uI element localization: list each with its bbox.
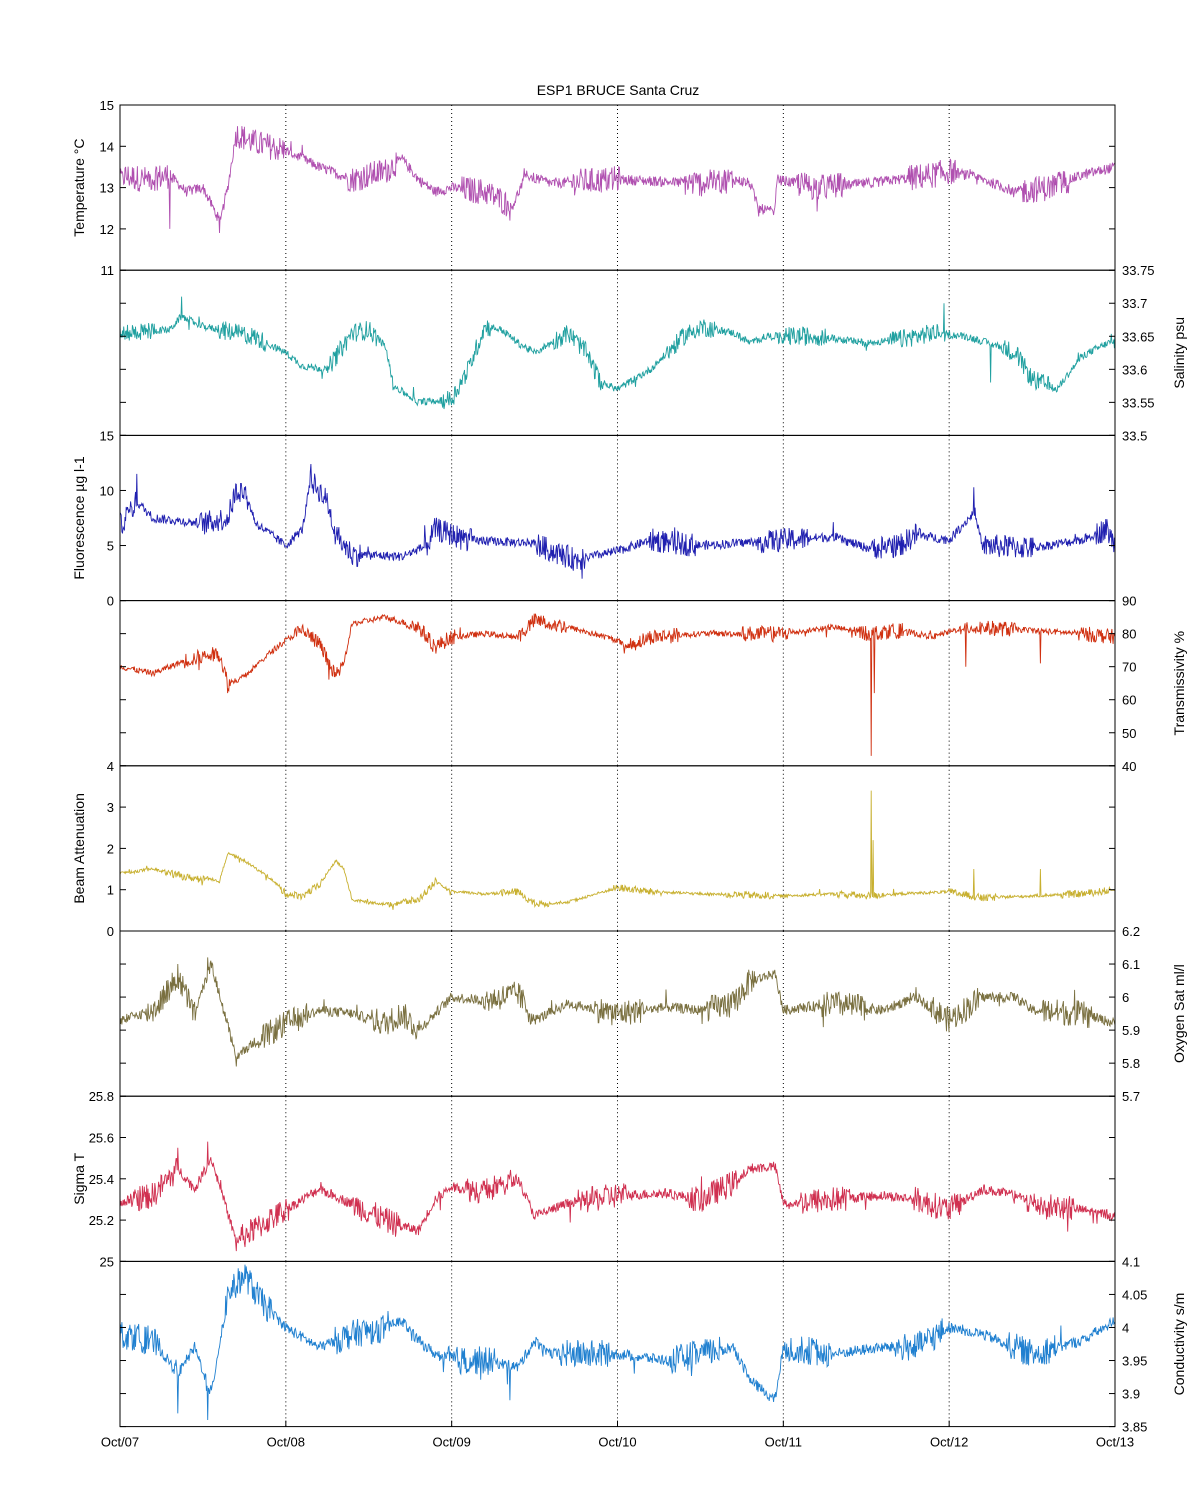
y-tick-label: 5.7 (1122, 1089, 1140, 1104)
y-tick-label: 4.1 (1122, 1254, 1140, 1269)
y-tick-label: 70 (1122, 660, 1136, 675)
y-axis-label: Sigma T (71, 1152, 87, 1204)
y-axis-label: Fluorescence µg l-1 (71, 456, 87, 579)
series-line-5 (120, 790, 1115, 910)
x-tick-label: Oct/13 (1096, 1435, 1134, 1450)
y-tick-label: 0 (107, 924, 114, 939)
y-tick-label: 5.8 (1122, 1056, 1140, 1071)
series-line-8 (120, 1264, 1115, 1421)
y-tick-label: 6.2 (1122, 924, 1140, 939)
x-tick-label: Oct/10 (598, 1435, 636, 1450)
panel-7: 25 25.2 25.4 25.6 25.8 Sigma T (71, 1089, 1116, 1269)
y-tick-label: 14 (100, 139, 114, 154)
y-tick-label: 25.6 (89, 1131, 114, 1146)
y-tick-label: 25.4 (89, 1172, 114, 1187)
y-tick-label: 33.55 (1122, 395, 1155, 410)
panel-2: 33.5 33.55 33.6 33.65 33.7 33.75 Salinity psu (119, 263, 1187, 443)
y-tick-label: 3.9 (1122, 1387, 1140, 1402)
y-tick-label: 10 (100, 483, 114, 498)
y-axis-label: Temperature °C (71, 138, 87, 236)
y-tick-label: 1 (107, 883, 114, 898)
y-tick-label: 33.5 (1122, 428, 1147, 443)
y-tick-label: 3 (107, 800, 114, 815)
y-axis-label: Conductivity s/m (1171, 1293, 1187, 1396)
series-line-1 (120, 126, 1115, 234)
y-axis-label: Beam Attenuation (71, 793, 87, 904)
y-tick-label: 0 (107, 594, 114, 609)
y-tick-label: 60 (1122, 693, 1136, 708)
y-tick-label: 12 (100, 222, 114, 237)
y-tick-label: 80 (1122, 627, 1136, 642)
y-tick-label: 33.7 (1122, 296, 1147, 311)
y-tick-label: 90 (1122, 594, 1136, 609)
y-tick-label: 4.05 (1122, 1287, 1147, 1302)
y-tick-label: 25.8 (89, 1089, 114, 1104)
y-tick-label: 5.9 (1122, 1023, 1140, 1038)
y-tick-label: 6.1 (1122, 957, 1140, 972)
y-tick-label: 3.85 (1122, 1420, 1147, 1435)
panel-4: 40 50 60 70 80 90 Transmissivity % (119, 594, 1187, 774)
x-tick-label: Oct/11 (765, 1435, 802, 1450)
y-tick-label: 2 (107, 841, 114, 856)
series-line-7 (120, 1141, 1115, 1252)
y-tick-label: 33.75 (1122, 263, 1155, 278)
panel-6: 5.7 5.8 5.9 6 6.1 6.2 Oxygen Sat ml/l (119, 924, 1187, 1104)
y-tick-label: 33.65 (1122, 329, 1155, 344)
y-tick-label: 13 (100, 181, 114, 196)
x-tick-label: Oct/08 (267, 1435, 305, 1450)
series-line-6 (120, 957, 1115, 1067)
panel-3: 0 5 10 15 Fluorescence µg l-1 (71, 428, 1116, 609)
y-tick-label: 25.2 (89, 1213, 114, 1228)
x-tick-label: Oct/07 (101, 1435, 139, 1450)
y-tick-label: 5 (107, 539, 114, 554)
y-axis-label: Transmissivity % (1171, 631, 1187, 736)
series-line-2 (120, 296, 1115, 410)
y-tick-label: 15 (100, 428, 114, 443)
panel-5: 0 1 2 3 4 Beam Attenuation (71, 759, 1116, 939)
x-tick-label: Oct/12 (930, 1435, 968, 1450)
y-axis-label: Oxygen Sat ml/l (1171, 964, 1187, 1063)
y-tick-label: 33.6 (1122, 362, 1147, 377)
chart-title: ESP1 BRUCE Santa Cruz (537, 82, 700, 98)
y-tick-label: 3.95 (1122, 1354, 1147, 1369)
panel-1: 11 12 13 14 15 Temperature °C (71, 98, 1116, 278)
y-axis-label: Salinity psu (1171, 317, 1187, 389)
y-tick-label: 15 (100, 98, 114, 113)
y-tick-label: 4 (1122, 1320, 1129, 1335)
x-tick-label: Oct/09 (433, 1435, 471, 1450)
y-tick-label: 6 (1122, 990, 1129, 1005)
y-tick-label: 25 (100, 1254, 114, 1269)
series-line-3 (120, 463, 1115, 579)
y-tick-label: 11 (101, 263, 115, 278)
y-tick-label: 4 (107, 759, 114, 774)
series-line-4 (120, 613, 1115, 756)
y-tick-label: 50 (1122, 726, 1136, 741)
panel-8: 3.85 3.9 3.95 4 4.05 4.1 Conductivity s/m (119, 1254, 1187, 1435)
y-tick-label: 40 (1122, 759, 1136, 774)
